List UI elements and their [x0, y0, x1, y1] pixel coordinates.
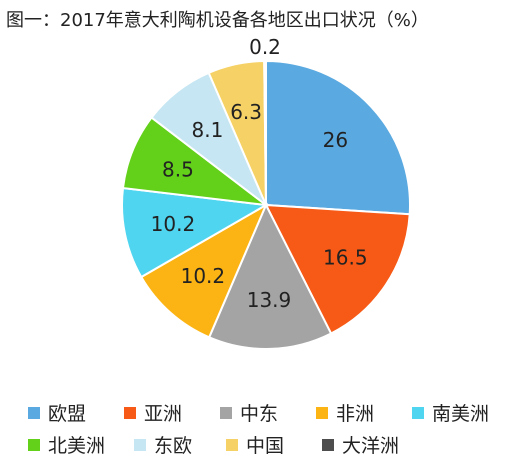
- legend-item-2: 中东: [220, 399, 316, 426]
- legend-item-5: 北美洲: [28, 431, 134, 458]
- legend-label: 亚洲: [144, 403, 183, 425]
- legend-swatch: [220, 406, 232, 419]
- legend-swatch: [412, 406, 424, 419]
- legend-label: 北美洲: [48, 435, 106, 457]
- pie-slice-8: [263, 59, 267, 206]
- legend-swatch: [316, 406, 328, 419]
- slice-label-1: 16.5: [323, 245, 368, 269]
- slice-label-6: 8.1: [192, 118, 224, 142]
- legend-item-3: 非洲: [316, 399, 412, 426]
- pie-slice-4: [121, 186, 270, 279]
- legend-item-0: 欧盟: [28, 399, 124, 426]
- legend-item-8: 大洋洲: [322, 431, 428, 458]
- legend-swatch: [322, 438, 334, 451]
- legend-swatch: [28, 406, 40, 419]
- slice-label-4: 10.2: [151, 212, 196, 236]
- legend-label: 非洲: [336, 403, 375, 425]
- legend-item-6: 东欧: [134, 431, 226, 458]
- legend-label: 中东: [240, 403, 279, 425]
- slice-label-7: 6.3: [230, 100, 262, 124]
- legend-item-4: 南美洲: [412, 399, 489, 426]
- slice-label-5: 8.5: [162, 157, 194, 181]
- legend-label: 南美洲: [432, 403, 490, 425]
- pie-slice-3: [139, 202, 269, 339]
- legend-label: 欧盟: [48, 403, 87, 425]
- pie-slice-2: [207, 202, 333, 350]
- legend-swatch: [28, 438, 40, 451]
- legend-item-1: 亚洲: [124, 399, 220, 426]
- legend-swatch: [124, 406, 136, 419]
- chart-title: 图一：2017年意大利陶机设备各地区出口状况（%）: [6, 10, 429, 31]
- legend-swatch: [134, 438, 146, 451]
- legend-label: 大洋洲: [342, 435, 400, 457]
- slice-label-8: 0.2: [249, 35, 281, 59]
- slice-label-0: 26: [323, 128, 348, 152]
- slice-label-3: 10.2: [181, 264, 226, 288]
- legend-row-1: 欧盟 亚洲 中东 非洲 南美洲: [28, 399, 489, 426]
- slice-label-2: 13.9: [247, 288, 292, 312]
- pie-slice-0: [265, 59, 411, 216]
- legend-label: 中国: [246, 435, 285, 457]
- pie-slice-1: [264, 203, 411, 335]
- legend-row-2: 北美洲 东欧 中国 大洋洲: [28, 431, 428, 458]
- legend-item-7: 中国: [226, 431, 322, 458]
- legend-swatch: [226, 438, 238, 451]
- pie-chart: 26 16.5 13.9 10.2 10.2 8.5 8.16.3 0.2: [121, 35, 411, 350]
- legend-label: 东欧: [154, 435, 193, 457]
